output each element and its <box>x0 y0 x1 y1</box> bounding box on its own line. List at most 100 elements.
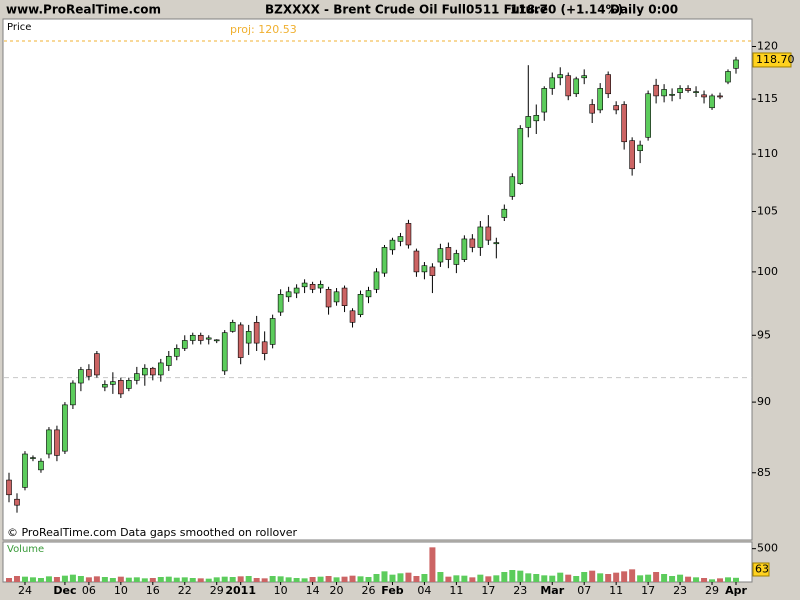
volume-bar <box>621 571 628 582</box>
candle-body <box>589 104 595 114</box>
volume-bar <box>277 576 284 582</box>
candle-body <box>14 498 20 506</box>
x-tick-label: 23 <box>673 584 687 597</box>
x-tick-label: 14 <box>306 584 320 597</box>
candle-body <box>613 105 619 111</box>
volume-bar <box>141 578 148 582</box>
volume-bar <box>549 575 556 582</box>
last-price-label: 118.70 <box>756 53 795 66</box>
volume-bar <box>613 572 620 582</box>
x-tick-label: 06 <box>82 584 96 597</box>
candle-body <box>253 322 260 344</box>
volume-bar <box>325 576 332 582</box>
site-name: www.ProRealTime.com <box>6 3 161 17</box>
volume-bar <box>13 576 20 582</box>
candle-body <box>221 332 228 372</box>
y-tick-label: 95 <box>757 328 771 341</box>
candle-body <box>237 324 244 358</box>
volume-bar <box>573 576 580 582</box>
x-tick-label: 04 <box>417 584 431 597</box>
volume-bar <box>45 576 52 582</box>
volume-bar <box>109 578 116 582</box>
candle-body <box>405 223 412 246</box>
volume-bar <box>525 573 532 582</box>
candle-body <box>309 283 316 290</box>
volume-bar <box>229 577 236 582</box>
projection-label: proj: 120.53 <box>230 23 297 36</box>
volume-bar <box>477 574 484 582</box>
candle-body <box>341 287 348 307</box>
candle-body <box>269 318 276 345</box>
candle-body <box>134 373 140 381</box>
volume-bar <box>645 574 652 582</box>
volume-bar <box>669 576 676 582</box>
x-tick-label: 20 <box>330 584 344 597</box>
y-tick-label: 100 <box>757 265 778 278</box>
x-tick-label: 24 <box>18 584 32 597</box>
candle-body <box>6 479 12 496</box>
volume-bar <box>261 578 268 582</box>
y-tick-label: 85 <box>757 466 771 479</box>
volume-bar <box>85 577 92 582</box>
candle-body <box>213 339 220 342</box>
candle-body <box>533 115 540 122</box>
volume-bar <box>333 577 340 582</box>
candle-body <box>677 88 683 93</box>
volume-bar <box>637 575 644 582</box>
candle-body <box>54 429 60 456</box>
candle-body <box>701 94 707 98</box>
volume-bar <box>173 577 180 582</box>
candle-body <box>86 369 92 377</box>
volume-bar <box>437 572 444 582</box>
candle-body <box>277 294 284 313</box>
candle-body <box>397 236 404 242</box>
volume-bar <box>445 576 452 582</box>
candle-body <box>317 283 324 289</box>
price-panel-label: Price <box>7 22 31 33</box>
footnote: © ProRealTime.com Data gaps smoothed on … <box>7 526 298 539</box>
candle-body <box>373 271 380 290</box>
candle-body <box>110 381 116 385</box>
x-tick-label: 2011 <box>225 584 256 597</box>
candle-body <box>197 334 204 341</box>
candle-body <box>38 460 44 471</box>
x-tick-label: 29 <box>705 584 719 597</box>
volume-bar <box>589 570 596 582</box>
last-volume-box <box>752 562 770 577</box>
volume-bar <box>253 578 260 582</box>
candle-body <box>301 282 308 288</box>
candle-body <box>453 253 460 265</box>
volume-bar <box>565 574 572 582</box>
candle-body <box>205 337 212 340</box>
candle-body <box>389 239 396 251</box>
candle-body <box>325 289 332 308</box>
candle-body <box>573 78 580 95</box>
volume-bar <box>493 575 500 582</box>
candle-body <box>381 247 388 274</box>
volume-bar <box>157 577 164 582</box>
volume-bar <box>381 571 388 582</box>
candle-body <box>142 367 148 376</box>
volume-bar <box>413 576 420 582</box>
candle-body <box>565 75 572 97</box>
x-tick-label: 22 <box>178 584 192 597</box>
candle-body <box>461 238 468 260</box>
volume-bar <box>357 576 364 582</box>
volume-bar <box>709 579 716 582</box>
volume-bar <box>349 575 356 582</box>
volume-bar <box>149 578 156 582</box>
candle-body <box>150 367 156 376</box>
volume-bar <box>189 578 196 582</box>
y-tick-label: 105 <box>757 205 778 218</box>
x-tick-label: 17 <box>481 584 495 597</box>
y-tick-label: 90 <box>757 395 771 408</box>
candle-body <box>709 95 715 109</box>
y-tick-label: 110 <box>757 147 778 160</box>
candle-body <box>126 380 132 389</box>
x-tick-label: 07 <box>577 584 591 597</box>
volume-bar <box>53 577 60 582</box>
candle-body <box>581 75 588 79</box>
volume-bar <box>405 572 412 582</box>
volume-bar <box>533 574 540 582</box>
last-volume-label: 63 <box>755 563 769 576</box>
